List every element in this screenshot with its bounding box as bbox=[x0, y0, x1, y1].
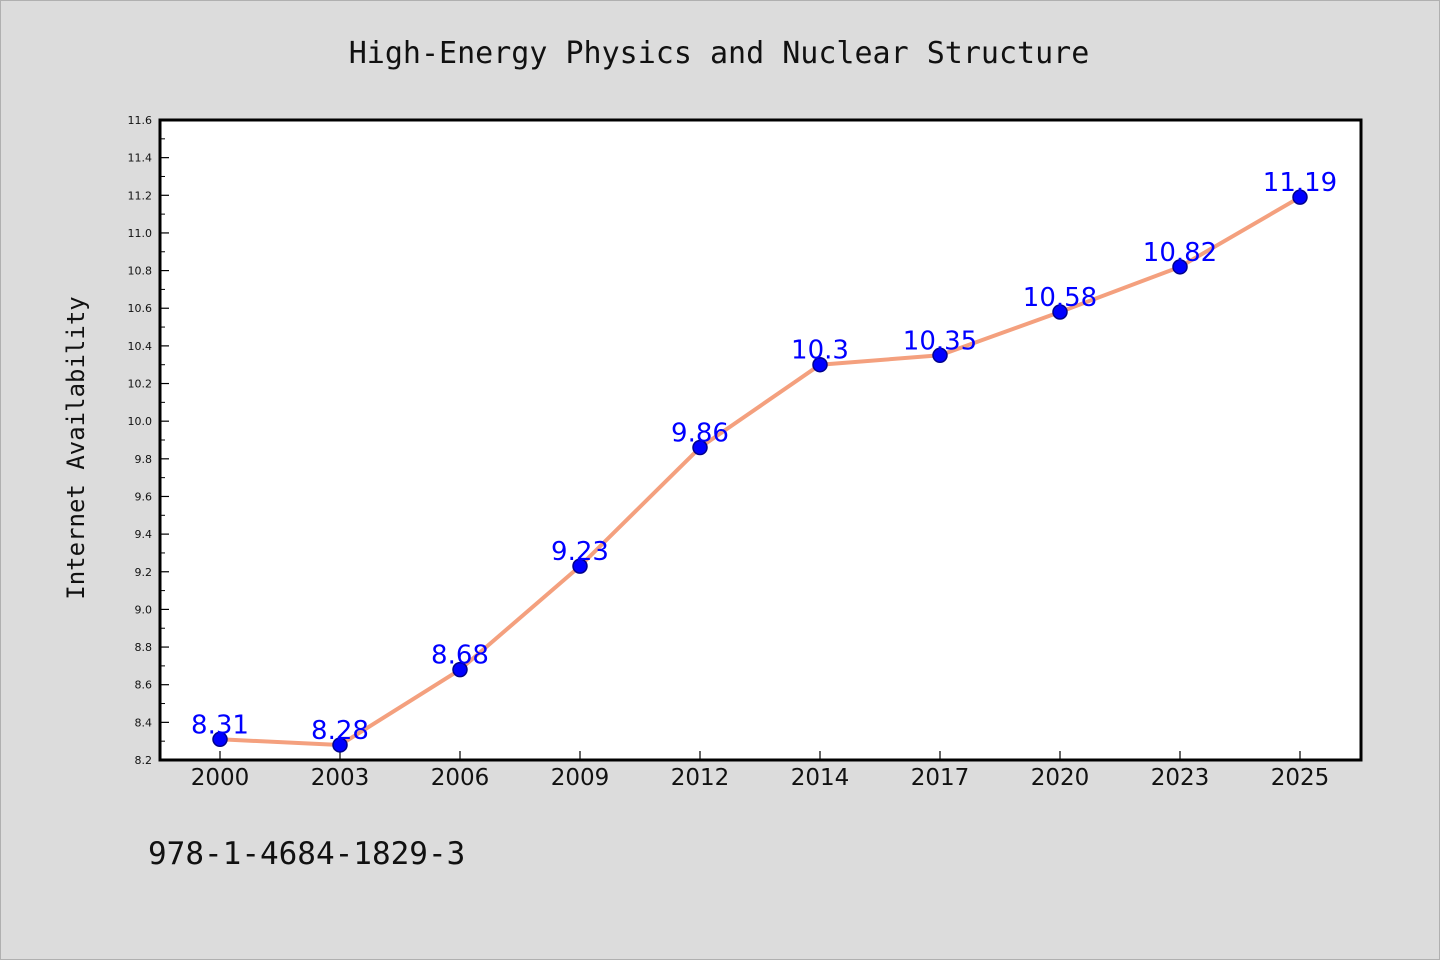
series-layer bbox=[212, 189, 1308, 753]
series-line bbox=[218, 195, 1302, 747]
y-axis-label: Internet Availability bbox=[62, 296, 90, 599]
y-tick-label: 9.4 bbox=[135, 528, 153, 541]
data-point bbox=[1172, 259, 1188, 275]
data-label: 9.86 bbox=[671, 419, 729, 449]
y-tick-label: 10.8 bbox=[128, 265, 153, 278]
data-point bbox=[692, 439, 708, 456]
data-label: 8.28 bbox=[311, 716, 369, 746]
plot-area bbox=[158, 118, 1363, 762]
y-tick-label: 9.0 bbox=[135, 603, 153, 616]
y-tick-label: 10.0 bbox=[128, 415, 153, 428]
data-label: 10.82 bbox=[1143, 238, 1217, 268]
y-tick-label: 11.0 bbox=[128, 227, 153, 240]
data-point bbox=[932, 347, 948, 364]
x-tick-label: 2025 bbox=[1271, 765, 1330, 791]
data-labels: 8.31 8.28 8.68 9.23 9.86 10.3 10.35 10.58 10.82 1… bbox=[191, 168, 1337, 746]
data-label: 8.31 bbox=[191, 710, 249, 740]
x-tick-label: 2020 bbox=[1031, 765, 1090, 791]
y-tick-label: 8.2 bbox=[135, 754, 153, 767]
data-label: 10.3 bbox=[791, 336, 849, 366]
data-label: 11.19 bbox=[1263, 168, 1337, 198]
data-label: 9.23 bbox=[551, 537, 609, 567]
y-tick-label: 11.4 bbox=[128, 152, 153, 165]
x-tick-label: 2023 bbox=[1151, 765, 1210, 791]
x-axis: 2000 2003 2006 2009 2012 2014 2017 2020 2023 2025 bbox=[191, 751, 1330, 791]
y-tick-label: 9.8 bbox=[135, 453, 153, 466]
data-point bbox=[1292, 189, 1308, 205]
data-point bbox=[572, 558, 588, 574]
isbn-text: 978-1-4684-1829-3 bbox=[148, 836, 465, 872]
data-point bbox=[212, 731, 228, 748]
chart-title: High-Energy Physics and Nuclear Structur… bbox=[349, 36, 1090, 71]
y-axis: 8.2 8.4 8.6 8.8 9.0 9.2 9.4 9.6 9.8 10.0 10.2 10.4 1… bbox=[128, 114, 169, 767]
data-label: 10.35 bbox=[903, 326, 977, 356]
y-tick-label: 8.8 bbox=[135, 641, 153, 654]
y-tick-label: 10.2 bbox=[128, 378, 153, 391]
y-tick-label: 8.6 bbox=[135, 679, 153, 692]
x-tick-label: 2012 bbox=[671, 765, 730, 791]
y-tick-label: 11.2 bbox=[128, 189, 153, 202]
y-tick-label: 8.4 bbox=[135, 716, 153, 729]
y-tick-label: 11.6 bbox=[128, 114, 153, 127]
data-point bbox=[812, 356, 828, 373]
x-tick-label: 2000 bbox=[191, 765, 250, 791]
x-tick-label: 2017 bbox=[911, 765, 970, 791]
y-tick-label: 10.6 bbox=[128, 302, 153, 315]
y-tick-label: 10.4 bbox=[128, 340, 153, 353]
y-tick-label: 9.6 bbox=[135, 490, 153, 503]
x-tick-label: 2003 bbox=[311, 765, 370, 791]
data-point bbox=[332, 737, 348, 753]
x-tick-label: 2006 bbox=[431, 765, 490, 791]
data-point bbox=[452, 661, 468, 678]
x-tick-label: 2009 bbox=[551, 765, 610, 791]
data-label: 10.58 bbox=[1023, 283, 1097, 313]
data-label: 8.68 bbox=[431, 641, 489, 671]
x-tick-label: 2014 bbox=[791, 765, 850, 791]
y-tick-label: 9.2 bbox=[135, 566, 153, 579]
data-point bbox=[1052, 304, 1068, 320]
